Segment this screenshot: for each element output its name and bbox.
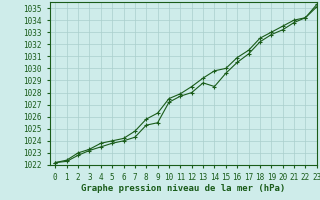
X-axis label: Graphe pression niveau de la mer (hPa): Graphe pression niveau de la mer (hPa) [81, 184, 285, 193]
